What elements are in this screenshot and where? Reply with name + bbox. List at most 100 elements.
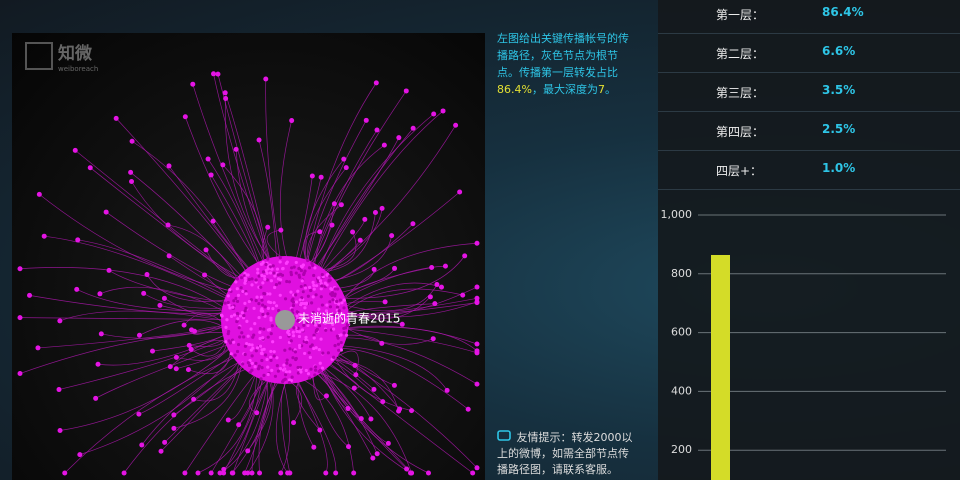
edge [77, 239, 228, 298]
node [306, 321, 310, 325]
logo: 知微 [57, 43, 93, 64]
edge [238, 377, 262, 426]
node [333, 294, 337, 298]
node [307, 266, 312, 270]
node [249, 327, 253, 331]
node [258, 336, 262, 341]
node [335, 305, 340, 309]
node [269, 318, 273, 322]
node [231, 305, 235, 309]
node [129, 138, 135, 144]
node [291, 303, 296, 308]
node [318, 361, 322, 365]
edge [105, 211, 233, 288]
node [36, 191, 42, 197]
node [313, 365, 318, 369]
tip-icon [497, 430, 511, 441]
node [262, 373, 266, 377]
node [254, 361, 258, 365]
node [291, 300, 295, 304]
desc-highlight: 7 [597, 83, 605, 96]
node [303, 269, 307, 273]
edge [304, 158, 345, 262]
node [278, 227, 284, 233]
node [289, 273, 294, 277]
edge [37, 326, 224, 349]
node [247, 363, 252, 368]
node [261, 303, 265, 307]
node [278, 260, 282, 264]
node [304, 340, 309, 344]
node [301, 290, 305, 294]
node [268, 300, 273, 305]
row-value: 86.4% [822, 5, 864, 19]
node [341, 318, 346, 323]
node [352, 362, 358, 368]
edge [152, 334, 225, 352]
node [262, 327, 266, 331]
node [161, 295, 167, 301]
edge [296, 380, 337, 474]
node [242, 314, 246, 318]
node [227, 303, 231, 307]
node [136, 332, 142, 338]
edge [244, 381, 276, 474]
node [326, 314, 330, 318]
node [224, 325, 228, 329]
node [337, 348, 341, 352]
node [382, 299, 388, 305]
node [288, 363, 292, 367]
node [335, 299, 339, 303]
node [344, 326, 348, 330]
node [242, 335, 246, 339]
node [304, 301, 309, 305]
node [318, 279, 323, 283]
edge [19, 317, 224, 320]
node [343, 165, 349, 171]
node [304, 315, 308, 319]
node [362, 216, 368, 222]
node [299, 268, 303, 273]
tip-text: 友情提示：转发2000以上的微博，如需全部节点传播路径图，请联系客服。 [497, 431, 633, 476]
node [294, 271, 298, 275]
node [235, 349, 240, 354]
node [75, 237, 81, 243]
node [311, 317, 315, 321]
node [396, 408, 402, 414]
node [269, 358, 273, 362]
node [297, 312, 302, 316]
edge [123, 368, 247, 474]
edge [333, 191, 460, 283]
node [306, 372, 311, 376]
edge [101, 324, 224, 339]
node [312, 346, 316, 351]
node [258, 344, 263, 348]
node [318, 174, 324, 180]
node [243, 309, 247, 313]
edge [247, 380, 274, 474]
edge [306, 82, 377, 262]
node [338, 202, 344, 208]
node [162, 439, 168, 445]
node [243, 344, 248, 348]
node [275, 267, 280, 271]
table-row: 第一层： 86.4% [658, 0, 960, 34]
node [324, 328, 328, 332]
node [239, 286, 243, 290]
node [87, 165, 93, 171]
node [128, 169, 134, 175]
edge [332, 358, 400, 410]
node [244, 306, 248, 310]
edge [197, 375, 257, 474]
node [339, 333, 343, 337]
node [318, 313, 322, 317]
edge [346, 297, 478, 315]
node [392, 265, 398, 271]
node [299, 264, 303, 268]
node [311, 444, 317, 450]
node [313, 266, 317, 270]
edge [320, 370, 429, 474]
node [74, 286, 80, 292]
node [430, 336, 436, 342]
node [288, 370, 292, 374]
